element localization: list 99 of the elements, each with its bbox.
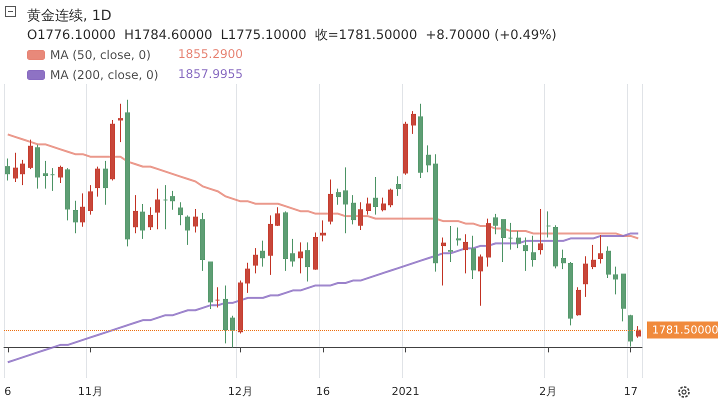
candlestick [178, 202, 183, 226]
candlestick [5, 158, 10, 181]
candlestick [43, 160, 48, 190]
candlestick [28, 139, 33, 170]
text: 1857.9955 [178, 67, 243, 81]
candlestick [343, 166, 348, 234]
candlestick [275, 206, 280, 227]
x-tick-label: 16 [316, 385, 330, 398]
candlestick [568, 261, 573, 326]
text: 1781.50000 [652, 324, 718, 337]
candlestick [516, 230, 521, 249]
candlestick [110, 120, 115, 181]
candlestick [606, 246, 611, 279]
candlestick [433, 154, 438, 272]
candlestick [313, 232, 318, 270]
candlestick [155, 188, 160, 230]
x-tick-label: 2月 [539, 385, 558, 398]
candlestick [65, 168, 70, 221]
candlestick [493, 213, 498, 235]
candlestick [396, 176, 401, 196]
x-tick-label: 11月 [78, 385, 103, 398]
candlestick [501, 219, 506, 262]
candlestick [133, 194, 138, 234]
candlestick [163, 184, 168, 230]
candlestick [448, 226, 453, 262]
candlestick [463, 234, 468, 274]
candlestick [523, 236, 528, 272]
candlestick [320, 220, 326, 242]
candlestick [230, 315, 235, 348]
text: 1855.2900 [178, 47, 243, 61]
candlestick [185, 214, 190, 246]
candlestick [636, 326, 641, 338]
chart-title: 黄金连续, 1D [27, 8, 112, 24]
x-tick-label: 2021 [392, 385, 420, 398]
candlestick [583, 256, 588, 298]
candlestick [103, 160, 108, 206]
candlestick [561, 249, 566, 270]
x-tick-label: 6 [4, 385, 12, 398]
candlestick [478, 254, 483, 306]
candlestick [193, 208, 198, 233]
candlestick [238, 280, 243, 334]
candlestick [441, 236, 446, 286]
candlestick [298, 242, 303, 274]
candlestick [95, 166, 100, 198]
candlestick [508, 222, 513, 250]
candlestick [260, 240, 265, 268]
candlestick [388, 188, 393, 208]
candlestick [418, 103, 423, 179]
candlestick [208, 261, 213, 310]
candlestick [73, 200, 78, 234]
candlestick [268, 214, 273, 276]
candlestick [58, 165, 63, 184]
candlestick [215, 286, 220, 308]
candlestick [373, 176, 378, 216]
candlestick [426, 144, 431, 173]
candlestick [336, 188, 341, 206]
candlestick [223, 284, 228, 344]
candlestick [358, 202, 363, 231]
candlestick [125, 99, 130, 247]
x-tick-label: 17 [624, 385, 638, 398]
candlestick [253, 248, 258, 274]
candlestick [328, 178, 333, 225]
candlestick [305, 242, 310, 282]
candlestick [621, 274, 626, 322]
legend-label: MA (50, close, 0) [50, 48, 151, 62]
candlestick [35, 144, 40, 190]
candlestick [471, 235, 476, 280]
candlestick [538, 208, 543, 256]
candlestick [13, 152, 18, 182]
candlestick [456, 227, 461, 246]
x-tick-label: 12月 [228, 385, 253, 398]
candlestick [351, 194, 356, 225]
candlestick [598, 234, 603, 264]
candlestick [411, 110, 416, 134]
candlestick [591, 244, 596, 270]
candlestick [50, 168, 55, 192]
candlestick [170, 190, 175, 210]
legend-label: MA (200, close, 0) [50, 68, 158, 82]
candlestick [546, 210, 551, 238]
candlestick [20, 159, 25, 186]
candlestick [140, 204, 145, 240]
candlestick [628, 314, 633, 348]
candlestick [200, 212, 205, 272]
candlestick [576, 286, 581, 316]
candlestick [118, 103, 123, 143]
candlestick [290, 238, 295, 268]
candlestick [613, 266, 618, 295]
candlestick [486, 218, 491, 268]
candlestick [553, 224, 558, 269]
candlestick [283, 210, 288, 272]
candlestick [531, 235, 536, 268]
candlestick [80, 192, 85, 228]
candlestick [366, 197, 371, 216]
candlestick [88, 184, 93, 216]
chart-subtitle: O1776.10000 H1784.60000 L1775.10000 收=1781.50000 +8.70000 (+0.49%) [27, 28, 557, 43]
candlestick [381, 197, 386, 212]
candlestick [245, 262, 250, 294]
candlestick [148, 206, 153, 231]
candlestick [403, 121, 408, 176]
